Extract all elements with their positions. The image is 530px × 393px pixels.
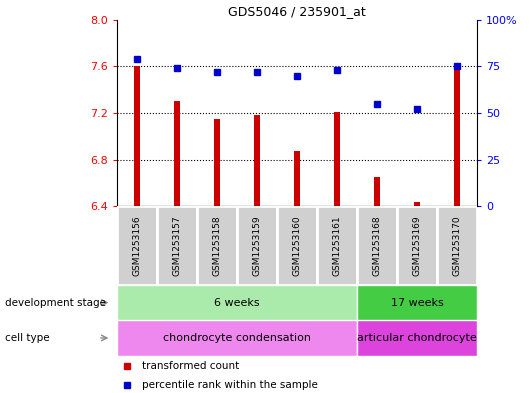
Bar [214,119,220,206]
Text: articular chondrocyte: articular chondrocyte [357,333,477,343]
FancyBboxPatch shape [357,206,397,285]
FancyBboxPatch shape [357,285,477,320]
FancyBboxPatch shape [437,206,477,285]
FancyBboxPatch shape [397,206,437,285]
Text: development stage: development stage [5,298,107,308]
FancyBboxPatch shape [117,285,357,320]
Text: 17 weeks: 17 weeks [391,298,443,308]
FancyBboxPatch shape [157,206,197,285]
Text: GSM1253157: GSM1253157 [172,215,181,276]
Text: GSM1253168: GSM1253168 [373,215,382,276]
Text: GSM1253156: GSM1253156 [132,215,141,276]
Text: GSM1253160: GSM1253160 [293,215,301,276]
Text: GSM1253161: GSM1253161 [332,215,341,276]
FancyBboxPatch shape [277,206,317,285]
Text: GSM1253158: GSM1253158 [212,215,221,276]
Text: GSM1253159: GSM1253159 [252,215,261,276]
Bar [174,101,180,206]
Bar [414,202,420,206]
Text: GSM1253169: GSM1253169 [412,215,421,276]
Text: cell type: cell type [5,333,50,343]
Bar [454,64,460,206]
Bar [374,177,380,206]
Text: transformed count: transformed count [142,361,239,371]
Text: chondrocyte condensation: chondrocyte condensation [163,333,311,343]
Text: GSM1253170: GSM1253170 [453,215,462,276]
Bar [254,115,260,206]
Bar [294,151,300,206]
Bar [134,66,139,206]
FancyBboxPatch shape [237,206,277,285]
Text: 6 weeks: 6 weeks [214,298,260,308]
FancyBboxPatch shape [117,320,357,356]
FancyBboxPatch shape [197,206,237,285]
FancyBboxPatch shape [357,320,477,356]
Text: percentile rank within the sample: percentile rank within the sample [142,380,317,390]
FancyBboxPatch shape [117,206,157,285]
FancyBboxPatch shape [317,206,357,285]
Bar [334,112,340,206]
Title: GDS5046 / 235901_at: GDS5046 / 235901_at [228,6,366,18]
